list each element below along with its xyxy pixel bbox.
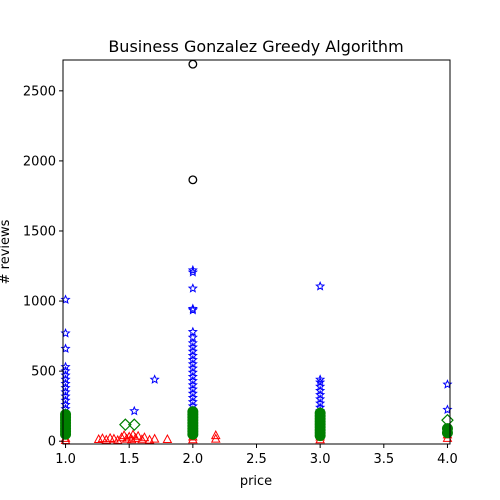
x-tick-label: 1.5 [119,452,140,467]
x-tick-label: 2.0 [183,452,204,467]
y-tick-label: 1500 [23,224,56,239]
x-tick-label: 1.0 [55,452,76,467]
x-tick-label: 4.0 [437,452,458,467]
dot-point [61,429,71,439]
chart-title: Business Gonzalez Greedy Algorithm [108,37,403,56]
plot-area [63,60,450,444]
y-tick-label: 500 [31,365,56,380]
y-axis-label: # reviews [0,219,13,284]
dot-point [188,429,198,439]
dot-point [315,431,325,441]
x-axis-label: price [240,474,272,489]
x-tick-label: 3.5 [373,452,394,467]
y-axis: 0 500 1000 1500 2000 2500 [23,84,63,449]
y-tick-label: 2000 [23,154,56,169]
dot-point [442,428,452,438]
y-tick-label: 1000 [23,295,56,310]
x-axis: 1.0 1.5 2.0 2.5 3.0 3.5 4.0 [55,444,458,467]
x-tick-label: 2.5 [246,452,267,467]
y-tick-label: 0 [48,435,56,450]
x-tick-label: 3.0 [310,452,331,467]
y-tick-label: 2500 [23,84,56,99]
